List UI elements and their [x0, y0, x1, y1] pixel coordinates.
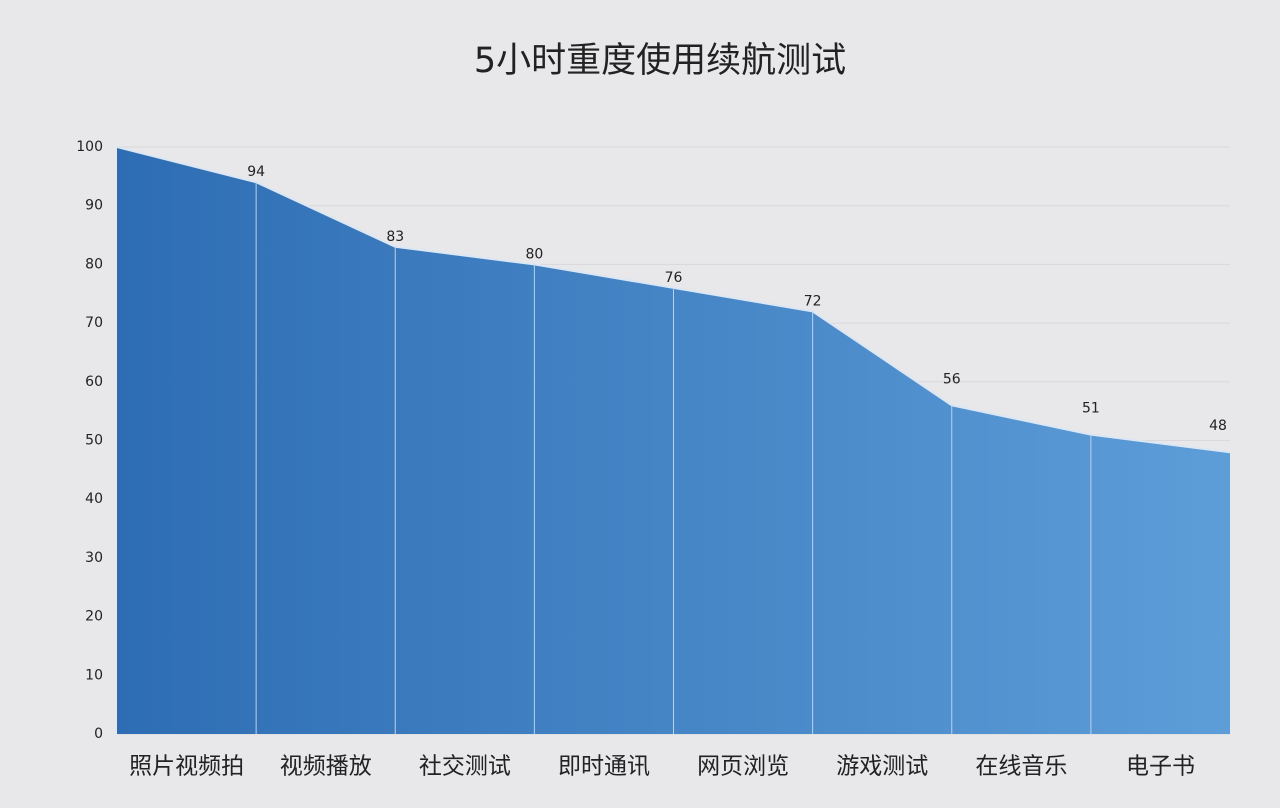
y-tick-label: 0 [94, 726, 103, 742]
x-tick-label: 照片视频拍 [129, 754, 244, 780]
y-tick-label: 50 [85, 433, 103, 449]
x-tick-label: 社交测试 [419, 754, 511, 780]
y-tick-label: 60 [85, 374, 103, 390]
y-tick-label: 100 [76, 139, 103, 155]
x-tick-label: 在线音乐 [975, 754, 1067, 780]
value-label: 83 [386, 229, 404, 245]
y-tick-label: 80 [85, 256, 103, 272]
value-label: 94 [247, 164, 265, 180]
x-tick-label: 电子书 [1126, 754, 1195, 780]
y-tick-label: 70 [85, 315, 103, 331]
y-tick-label: 10 [85, 667, 103, 683]
chart-title: 5小时重度使用续航测试 [474, 41, 846, 81]
x-tick-label: 网页浏览 [697, 754, 789, 780]
value-label: 72 [804, 293, 822, 309]
y-tick-label: 40 [85, 491, 103, 507]
x-tick-label: 即时通讯 [558, 754, 650, 780]
x-tick-label: 视频播放 [280, 754, 372, 780]
value-label: 51 [1082, 401, 1100, 417]
x-tick-label: 游戏测试 [836, 754, 928, 780]
y-tick-label: 90 [85, 198, 103, 214]
value-label: 80 [525, 246, 543, 262]
value-label: 48 [1209, 418, 1227, 434]
value-label: 76 [665, 270, 683, 286]
y-tick-label: 20 [85, 609, 103, 625]
y-tick-label: 30 [85, 550, 103, 566]
value-label: 56 [943, 371, 961, 387]
